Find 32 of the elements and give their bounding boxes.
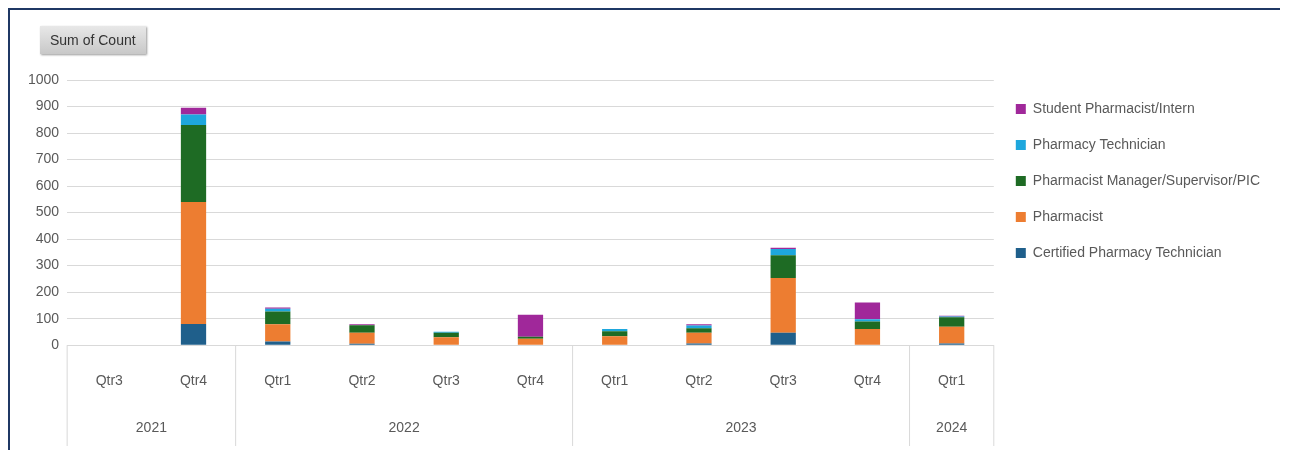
x-tick-label: Qtr2 xyxy=(685,372,713,389)
x-tick-label: Qtr4 xyxy=(516,372,545,389)
y-tick-label: 0 xyxy=(51,336,60,353)
x-tick-label: Qtr3 xyxy=(769,372,798,389)
text: 2021 xyxy=(135,418,168,435)
x-tick-label: Qtr4 xyxy=(179,372,208,389)
text: 2023 xyxy=(725,418,757,435)
legend-label: Pharmacist xyxy=(1032,207,1103,224)
legend-label: Pharmacist Manager/Supervisor/PIC xyxy=(1032,171,1260,188)
y-tick-label: 900 xyxy=(35,97,60,114)
y-tick-label: 300 xyxy=(35,256,60,273)
y-tick-label: 700 xyxy=(35,150,60,167)
y-tick-label: 600 xyxy=(35,176,60,193)
text: 2022 xyxy=(388,418,420,435)
x-tick-label: Qtr3 xyxy=(432,372,461,389)
y-tick-label: 400 xyxy=(35,229,60,246)
legend-label: Pharmacy Technician xyxy=(1032,135,1166,152)
y-tick-label: 1000 xyxy=(27,70,60,87)
x-tick-label: Qtr1 xyxy=(938,372,966,389)
x-tick-label: Qtr2 xyxy=(348,372,376,389)
y-tick-label: 100 xyxy=(35,309,60,326)
x-tick-label: Qtr4 xyxy=(853,372,882,389)
legend-label: Certified Pharmacy Technician xyxy=(1032,243,1222,260)
x-tick-label: Qtr1 xyxy=(264,372,292,389)
y-tick-label: 500 xyxy=(35,203,60,220)
x-tick-label: Qtr3 xyxy=(95,372,124,389)
x-tick-label: Qtr1 xyxy=(601,372,629,389)
legend-label: Student Pharmacist/Intern xyxy=(1032,99,1195,116)
y-tick-label: 800 xyxy=(35,123,60,140)
y-tick-label: 200 xyxy=(35,283,60,300)
y-axis-title: Sum of Count xyxy=(40,26,146,54)
text: 2024 xyxy=(936,418,968,435)
